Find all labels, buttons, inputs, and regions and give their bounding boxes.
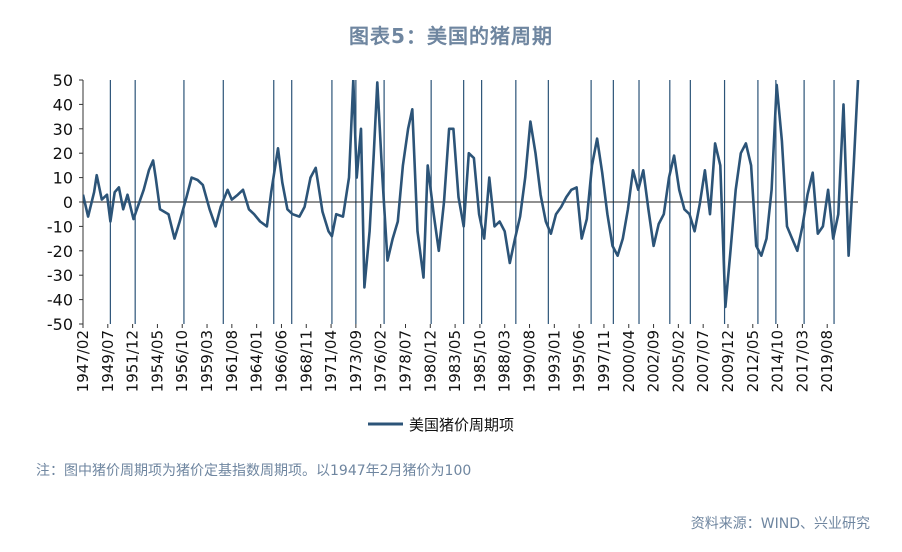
y-tick-label: -20 <box>47 242 73 261</box>
x-tick-label: 2019/08 <box>818 330 836 392</box>
x-tick-label: 1966/06 <box>273 330 291 392</box>
y-tick-label: -50 <box>47 315 73 334</box>
x-tick-label: 1947/02 <box>74 330 92 392</box>
x-tick-label: 1971/04 <box>322 330 340 392</box>
x-tick-label: 2012/05 <box>744 330 762 392</box>
x-tick-label: 1951/12 <box>124 330 142 392</box>
x-tick-label: 1968/11 <box>297 330 315 392</box>
x-tick-label: 2017/03 <box>793 330 811 392</box>
y-tick-label: -30 <box>47 266 73 285</box>
y-tick-label: 0 <box>63 193 73 212</box>
y-tick-label: 30 <box>53 120 73 139</box>
x-tick-label: 2009/12 <box>719 330 737 392</box>
x-tick-label: 1997/11 <box>595 330 613 392</box>
y-tick-label: 50 <box>53 71 73 90</box>
data-source: 资料来源：WIND、兴业研究 <box>690 516 870 532</box>
x-tick-label: 1954/05 <box>148 330 166 392</box>
x-tick-label: 2002/09 <box>645 330 663 392</box>
chart-note: 注：图中猪价周期项为猪价定基指数周期项。以1947年2月猪价为100 <box>36 463 472 479</box>
x-tick-label: 1961/08 <box>223 330 241 392</box>
x-tick-label: 1995/06 <box>570 330 588 392</box>
x-tick-label: 1976/02 <box>372 330 390 392</box>
x-tick-label: 1949/07 <box>99 330 117 392</box>
x-tick-label: 1980/12 <box>421 330 439 392</box>
x-tick-label: 1978/07 <box>397 330 415 392</box>
chart-title: 图表5：美国的猪周期 <box>349 24 553 48</box>
x-tick-label: 1988/03 <box>496 330 514 392</box>
y-tick-label: 40 <box>53 95 73 114</box>
y-tick-label: -10 <box>47 217 73 236</box>
y-tick-label: 20 <box>53 144 73 163</box>
x-tick-label: 1990/08 <box>521 330 539 392</box>
x-tick-label: 1973/09 <box>347 330 365 392</box>
y-tick-label: 10 <box>53 169 73 188</box>
series-line-us-pig-cycle <box>83 80 860 309</box>
x-tick-label: 2007/07 <box>694 330 712 392</box>
x-tick-label: 1959/03 <box>198 330 216 392</box>
y-tick-label: -40 <box>47 291 73 310</box>
x-tick-label: 1993/01 <box>545 330 563 392</box>
x-tick-label: 1985/10 <box>471 330 489 392</box>
x-tick-label: 1964/01 <box>248 330 266 392</box>
x-tick-label: 2000/04 <box>620 330 638 392</box>
x-tick-label: 2014/10 <box>769 330 787 392</box>
x-tick-label: 1956/10 <box>173 330 191 392</box>
x-tick-label: 1983/05 <box>446 330 464 392</box>
x-tick-label: 2005/02 <box>669 330 687 392</box>
legend-label: 美国猪价周期项 <box>409 416 514 434</box>
